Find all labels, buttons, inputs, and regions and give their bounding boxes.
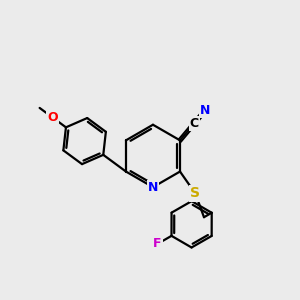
Text: S: S (190, 187, 200, 200)
Text: N: N (148, 181, 158, 194)
Text: C: C (190, 117, 199, 130)
Text: F: F (153, 238, 162, 250)
Text: N: N (200, 104, 210, 117)
Text: O: O (47, 111, 58, 124)
